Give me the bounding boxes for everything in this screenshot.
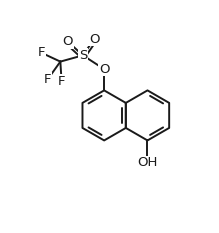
Text: F: F: [44, 73, 52, 86]
Text: O: O: [63, 35, 73, 48]
Text: F: F: [58, 75, 65, 88]
Text: OH: OH: [137, 157, 158, 169]
Text: O: O: [99, 63, 110, 76]
Text: S: S: [79, 49, 87, 62]
Text: O: O: [89, 33, 99, 46]
Text: F: F: [38, 46, 45, 59]
